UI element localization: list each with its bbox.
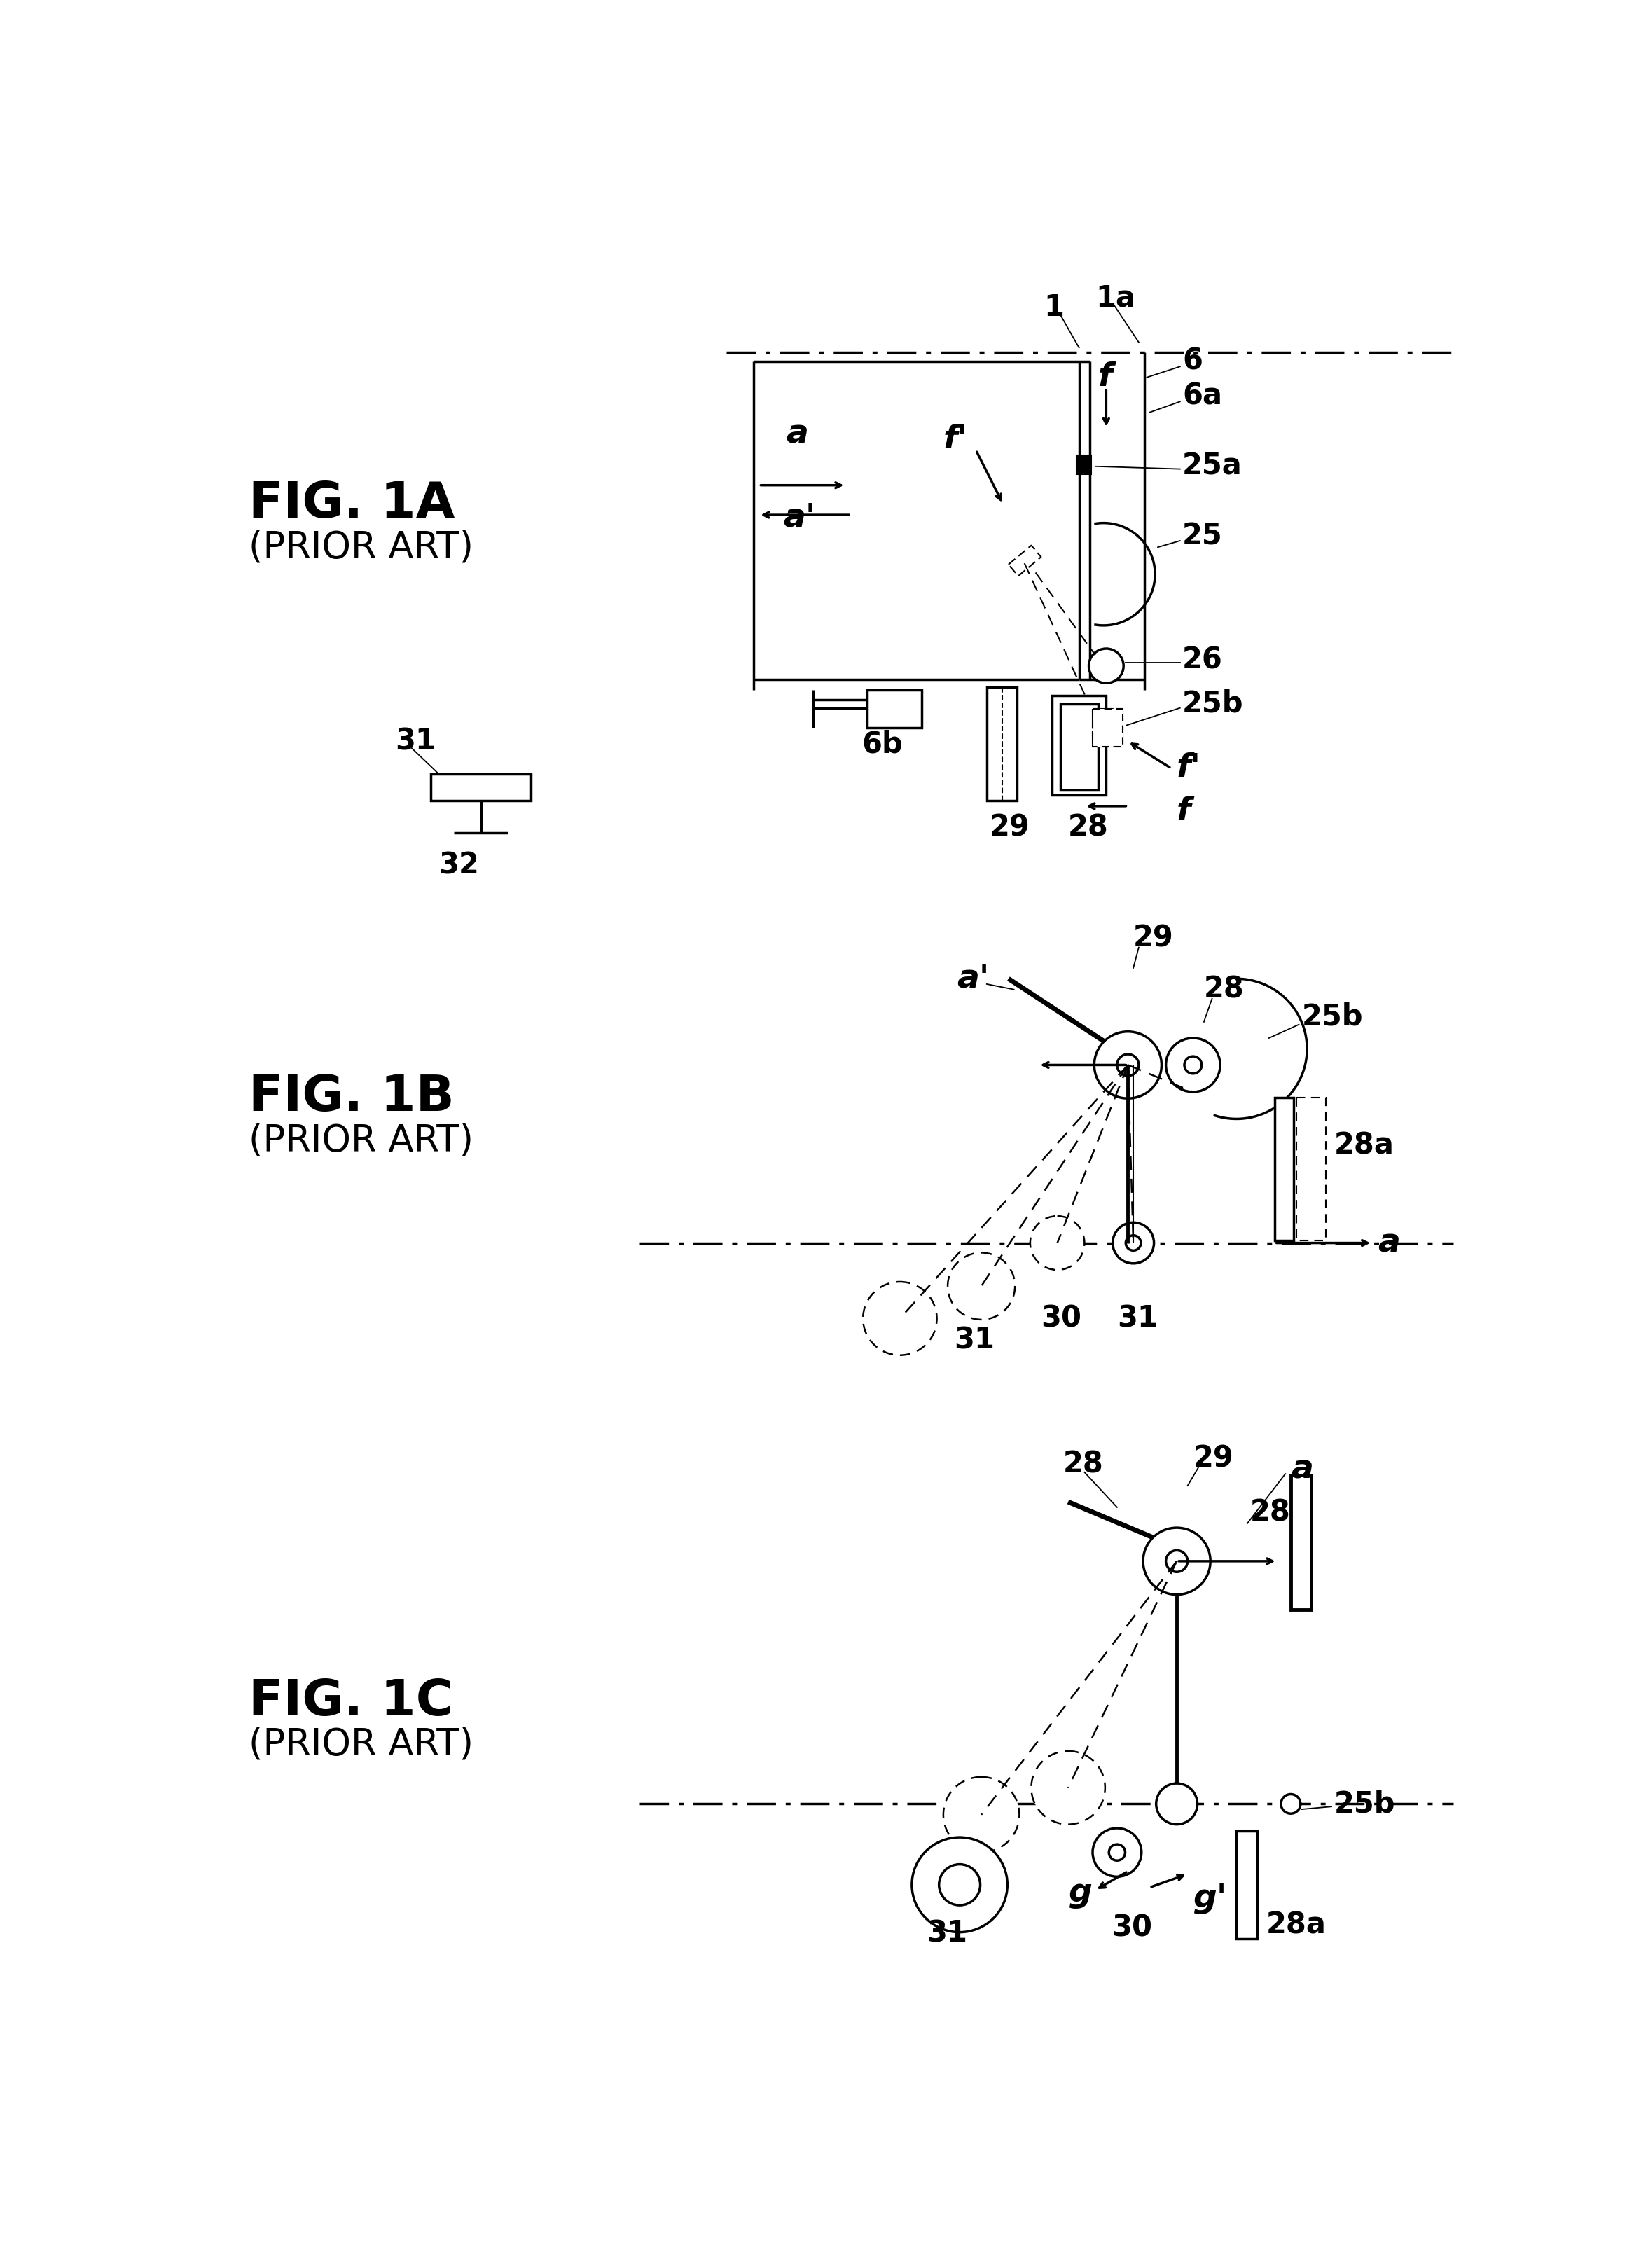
Bar xyxy=(986,687,1017,801)
Text: a: a xyxy=(1291,1454,1313,1486)
Text: 28: 28 xyxy=(1068,812,1109,841)
Bar xyxy=(1291,1474,1311,1610)
Text: 29: 29 xyxy=(990,812,1031,841)
Text: a: a xyxy=(786,417,809,449)
Text: 6b: 6b xyxy=(862,730,903,760)
Bar xyxy=(1060,703,1098,789)
Circle shape xyxy=(939,1864,980,1905)
Circle shape xyxy=(1126,1234,1142,1252)
Text: 25b: 25b xyxy=(1182,689,1244,719)
Text: (PRIOR ART): (PRIOR ART) xyxy=(248,1123,473,1159)
Circle shape xyxy=(912,1837,1008,1932)
Bar xyxy=(1052,696,1106,796)
Text: (PRIOR ART): (PRIOR ART) xyxy=(248,528,473,565)
Circle shape xyxy=(1165,1551,1188,1572)
Text: 25a: 25a xyxy=(1182,451,1242,481)
Text: 28: 28 xyxy=(1204,975,1244,1005)
Text: f: f xyxy=(1177,796,1191,828)
Text: a': a' xyxy=(957,964,990,993)
Bar xyxy=(1236,1830,1257,1939)
Text: f': f' xyxy=(1177,753,1201,785)
Text: 28a: 28a xyxy=(1334,1132,1395,1161)
Bar xyxy=(868,689,922,728)
Bar xyxy=(1076,456,1091,474)
Text: g': g' xyxy=(1193,1882,1227,1914)
Text: 29: 29 xyxy=(1134,923,1173,953)
Bar xyxy=(1093,710,1122,746)
Text: 29: 29 xyxy=(1193,1445,1234,1474)
Text: 30: 30 xyxy=(1111,1914,1152,1944)
Text: 26: 26 xyxy=(1182,646,1223,676)
Text: 32: 32 xyxy=(438,850,479,880)
Circle shape xyxy=(1126,1236,1140,1250)
Bar xyxy=(1275,1098,1293,1241)
Circle shape xyxy=(1095,1032,1162,1098)
Text: 30: 30 xyxy=(1040,1304,1081,1334)
Circle shape xyxy=(1144,1529,1211,1594)
Text: 1: 1 xyxy=(1044,293,1063,322)
Text: a: a xyxy=(1377,1227,1400,1259)
Text: (PRIOR ART): (PRIOR ART) xyxy=(248,1726,473,1762)
Text: 25: 25 xyxy=(1182,522,1223,551)
Text: 31: 31 xyxy=(1118,1304,1157,1334)
Circle shape xyxy=(1157,1783,1198,1823)
Circle shape xyxy=(1165,1039,1221,1091)
Text: f': f' xyxy=(944,424,968,456)
Text: 6a: 6a xyxy=(1182,381,1223,411)
Text: 25b: 25b xyxy=(1334,1789,1395,1819)
Text: 28a: 28a xyxy=(1267,1910,1326,1939)
Text: 6: 6 xyxy=(1182,347,1203,376)
Text: g: g xyxy=(1068,1878,1091,1910)
Text: 31: 31 xyxy=(953,1325,994,1354)
Circle shape xyxy=(947,1252,1016,1320)
Circle shape xyxy=(1113,1222,1154,1263)
Circle shape xyxy=(1031,1751,1104,1823)
Bar xyxy=(1296,1098,1326,1241)
Circle shape xyxy=(1185,1057,1201,1073)
Circle shape xyxy=(1282,1794,1300,1814)
Circle shape xyxy=(1113,1222,1154,1263)
Circle shape xyxy=(863,1281,937,1356)
Circle shape xyxy=(1109,1844,1126,1860)
Text: FIG. 1C: FIG. 1C xyxy=(248,1678,453,1726)
Text: 25b: 25b xyxy=(1301,1002,1364,1032)
Text: 28: 28 xyxy=(1063,1449,1103,1479)
Text: f: f xyxy=(1098,361,1113,392)
Circle shape xyxy=(1093,1828,1142,1876)
Text: 28: 28 xyxy=(1250,1497,1291,1526)
Text: 1a: 1a xyxy=(1095,284,1136,313)
Text: FIG. 1B: FIG. 1B xyxy=(248,1073,455,1120)
Circle shape xyxy=(1118,1055,1139,1075)
Text: a': a' xyxy=(783,501,816,533)
Text: FIG. 1A: FIG. 1A xyxy=(248,481,455,528)
Text: 31: 31 xyxy=(927,1919,968,1948)
Text: 31: 31 xyxy=(395,726,437,755)
Bar xyxy=(430,773,530,801)
Circle shape xyxy=(1088,649,1124,683)
Circle shape xyxy=(944,1776,1019,1853)
Circle shape xyxy=(1031,1216,1085,1270)
Bar xyxy=(1093,710,1122,746)
